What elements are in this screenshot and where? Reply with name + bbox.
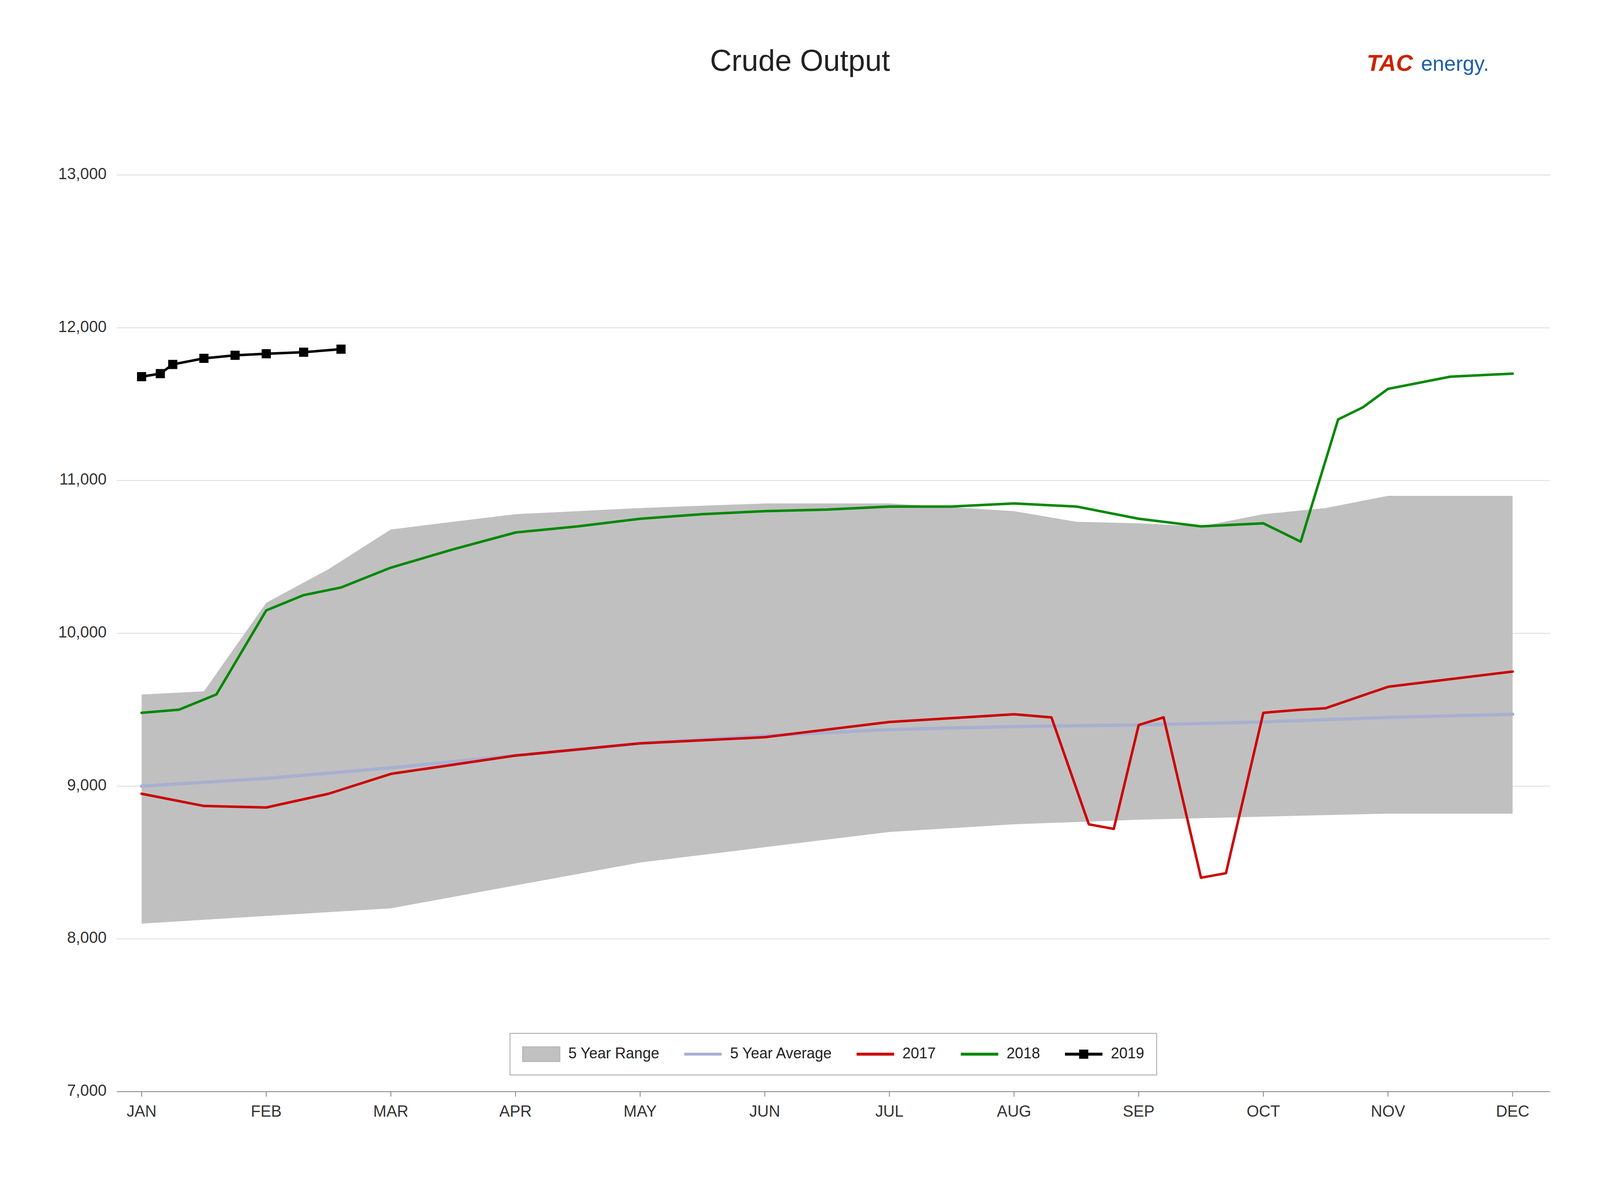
grid-line xyxy=(116,1091,1550,1093)
legend-swatch xyxy=(1079,1049,1089,1059)
legend-swatch xyxy=(522,1046,560,1062)
x-tick-label: SEP xyxy=(1122,1102,1155,1120)
y-tick-label: 9,000 xyxy=(67,776,107,794)
legend: 5 Year Range 5 Year Average 2017 2018 2019 xyxy=(510,1033,1157,1075)
x-tick xyxy=(265,1091,267,1097)
legend-label: 2017 xyxy=(902,1044,936,1062)
y-tick-label: 10,000 xyxy=(58,623,107,641)
annotation: TAC xyxy=(1366,49,1414,76)
series-line xyxy=(141,349,342,377)
series-marker xyxy=(137,372,147,382)
x-tick xyxy=(390,1091,392,1097)
legend-swatch xyxy=(856,1052,895,1056)
legend-label: 5 Year Average xyxy=(730,1044,832,1062)
x-tick xyxy=(889,1091,890,1097)
x-tick-label: MAY xyxy=(623,1102,658,1120)
x-tick xyxy=(1262,1091,1264,1097)
y-tick-label: 12,000 xyxy=(58,317,107,336)
series-marker xyxy=(336,344,346,354)
legend-label: 5 Year Range xyxy=(568,1044,660,1062)
grid-line xyxy=(116,480,1550,481)
legend-label: 2018 xyxy=(1006,1044,1040,1062)
series-line xyxy=(141,671,1513,878)
x-tick-label: OCT xyxy=(1246,1102,1280,1120)
range-area xyxy=(141,495,1513,924)
x-tick xyxy=(764,1091,765,1097)
x-tick xyxy=(639,1091,641,1097)
grid-line xyxy=(116,174,1550,176)
y-tick-label: 8,000 xyxy=(67,928,107,947)
series-line xyxy=(141,714,1513,786)
x-tick xyxy=(1512,1091,1513,1097)
annotation: energy. xyxy=(1420,52,1489,76)
x-tick xyxy=(141,1091,143,1097)
series-marker xyxy=(299,347,309,357)
series-marker xyxy=(230,350,240,360)
x-tick xyxy=(1387,1091,1389,1097)
chart: Crude Output TACenergy. 7,000 8,000 9,000 10,… xyxy=(0,0,1600,1200)
series-marker xyxy=(155,369,165,379)
x-tick-label: JUL xyxy=(875,1102,904,1120)
x-tick xyxy=(515,1091,516,1097)
x-tick-label: JAN xyxy=(126,1102,157,1120)
grid-line xyxy=(116,938,1550,940)
legend-swatch xyxy=(960,1052,999,1056)
x-tick xyxy=(1138,1091,1140,1097)
x-tick-label: JUN xyxy=(749,1102,781,1120)
legend-swatch xyxy=(684,1052,722,1056)
x-axis-line xyxy=(116,1091,1550,1093)
legend-label: 2019 xyxy=(1110,1044,1145,1062)
x-tick-label: AUG xyxy=(997,1102,1032,1120)
series-marker xyxy=(199,353,209,363)
plot-area xyxy=(137,344,1513,924)
x-tick-label: APR xyxy=(499,1102,532,1120)
legend-frame xyxy=(510,1033,1157,1075)
x-tick-label: MAR xyxy=(373,1102,409,1120)
x-tick-label: NOV xyxy=(1370,1102,1406,1120)
x-tick xyxy=(1013,1091,1015,1097)
series-marker xyxy=(168,360,178,370)
y-tick-label: 11,000 xyxy=(59,470,107,488)
series-line xyxy=(141,373,1513,713)
grid-line xyxy=(116,327,1550,329)
y-tick-label: 13,000 xyxy=(58,165,107,183)
series-marker xyxy=(261,349,271,359)
title: Crude Output xyxy=(710,43,890,78)
grid xyxy=(116,175,1550,1092)
x-tick-label: DEC xyxy=(1495,1102,1530,1120)
y-tick-label: 7,000 xyxy=(67,1081,107,1100)
x-tick-label: FEB xyxy=(250,1102,282,1120)
